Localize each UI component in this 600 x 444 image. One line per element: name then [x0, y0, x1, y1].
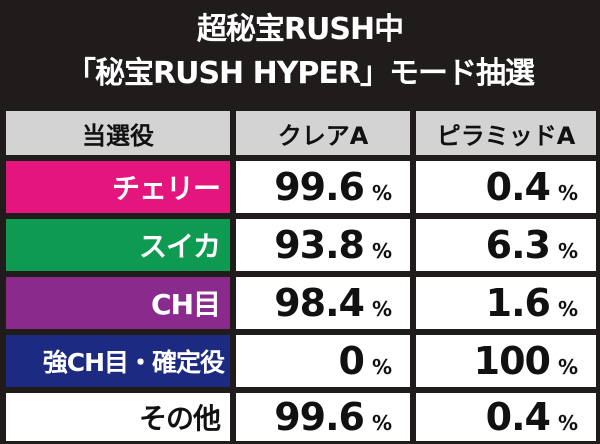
value: 93.8 [274, 223, 365, 267]
value: 6.3 [485, 223, 551, 267]
percent-unit: % [557, 355, 578, 379]
row-label-strong-ch-me: 強CH目・確定役 [6, 335, 230, 387]
cell-watermelon-pyramid-a: 6.3% [416, 219, 596, 271]
title-line-1: 超秘宝RUSH中 [196, 12, 404, 47]
cell-other-clair-a: 99.6% [236, 393, 410, 441]
row-label-ch-me: CH目 [6, 277, 230, 329]
percent-unit: % [557, 239, 578, 263]
row-label-other: その他 [6, 393, 230, 441]
cell-cherry-pyramid-a: 0.4% [416, 161, 596, 213]
row-label-cherry: チェリー [6, 161, 230, 213]
cell-watermelon-clair-a: 93.8% [236, 219, 410, 271]
percent-unit: % [371, 239, 392, 263]
header-winning-role: 当選役 [6, 111, 230, 155]
percent-unit: % [557, 181, 578, 205]
cell-strong-ch-me-pyramid-a: 100% [416, 335, 596, 387]
cell-other-pyramid-a: 0.4% [416, 393, 596, 441]
percent-unit: % [371, 181, 392, 205]
header-pyramid-a: ピラミッドA [416, 111, 596, 155]
value: 99.6 [274, 395, 365, 439]
cell-ch-me-pyramid-a: 1.6% [416, 277, 596, 329]
percent-unit: % [557, 297, 578, 321]
percent-unit: % [557, 411, 578, 435]
cell-ch-me-clair-a: 98.4% [236, 277, 410, 329]
probability-table: 当選役 クレアA ピラミッドA チェリー 99.6% 0.4% スイカ 93.8… [6, 111, 596, 441]
value: 0.4 [485, 395, 551, 439]
value: 0.4 [485, 165, 551, 209]
cell-strong-ch-me-clair-a: 0% [236, 335, 410, 387]
percent-unit: % [371, 355, 392, 379]
value: 99.6 [274, 165, 365, 209]
value: 100 [473, 339, 551, 383]
row-label-watermelon: スイカ [6, 219, 230, 271]
header-clair-a: クレアA [236, 111, 410, 155]
value: 98.4 [274, 281, 365, 325]
value: 0 [338, 339, 365, 383]
title-line-2: 「秘宝RUSH HYPER」モード抽選 [65, 56, 535, 91]
title: 超秘宝RUSH中 「秘宝RUSH HYPER」モード抽選 [0, 0, 600, 104]
value: 1.6 [485, 281, 551, 325]
percent-unit: % [371, 297, 392, 321]
percent-unit: % [371, 411, 392, 435]
cell-cherry-clair-a: 99.6% [236, 161, 410, 213]
